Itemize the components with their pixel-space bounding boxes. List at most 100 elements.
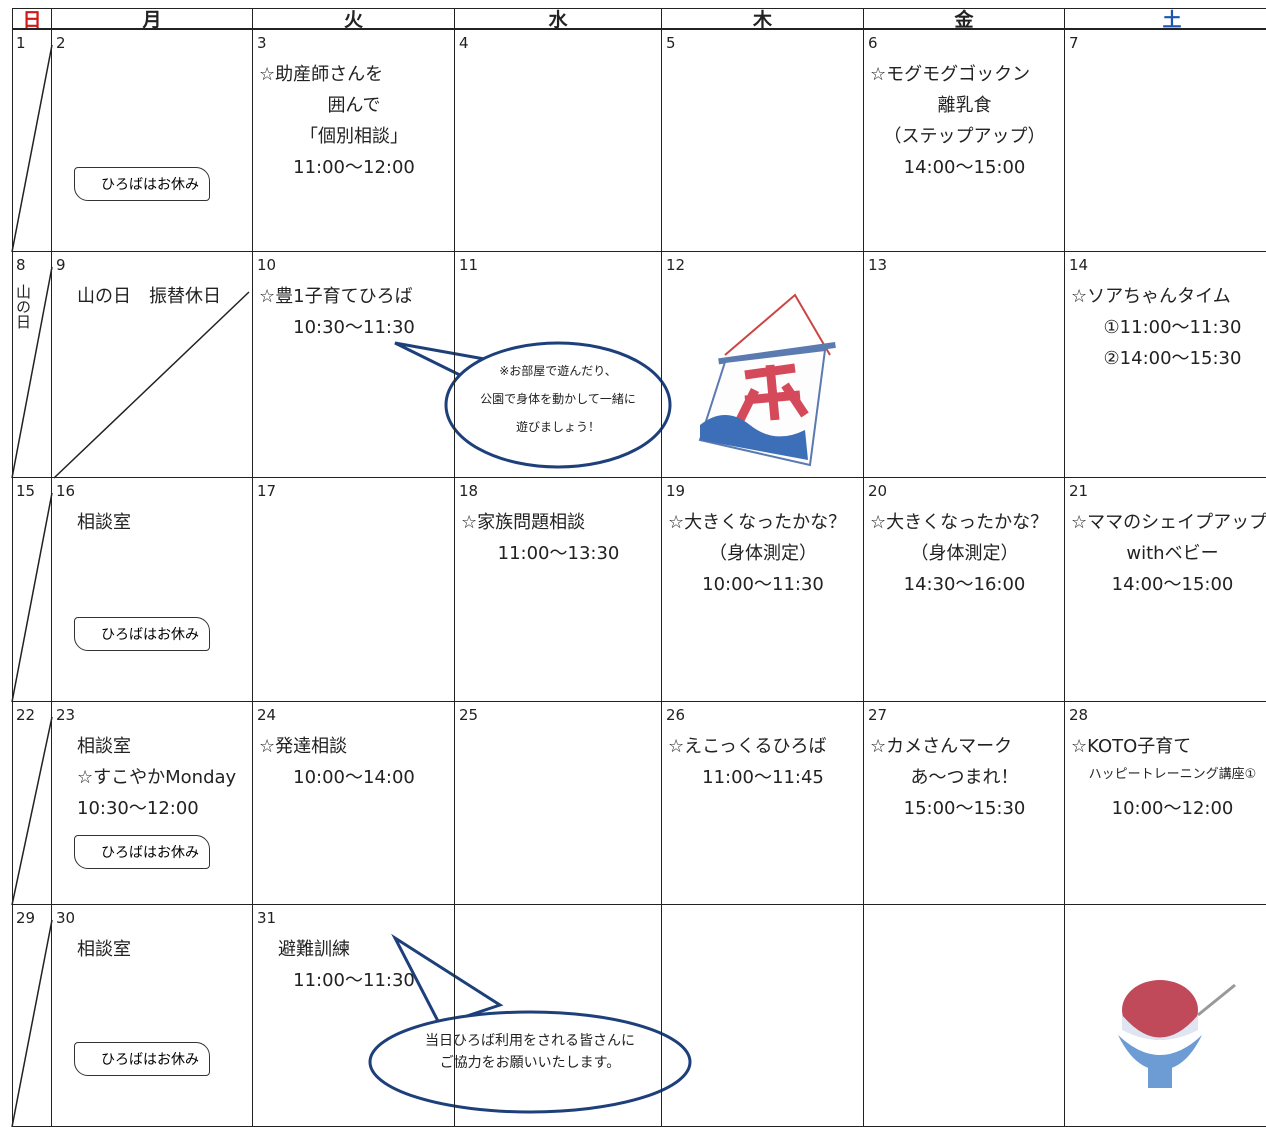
event-text: 14:00～15:00 xyxy=(1111,574,1234,595)
date-number: 9 xyxy=(56,256,66,274)
event-text: 「個別相談」 xyxy=(300,126,408,147)
event-text: 11:00～11:30 xyxy=(293,970,415,991)
date-number: 17 xyxy=(257,482,277,500)
event-text: （身体測定） xyxy=(910,543,1019,564)
date-number: 21 xyxy=(1069,482,1089,500)
date-number: 11 xyxy=(459,256,479,274)
day-cell xyxy=(662,905,864,1127)
day-cell xyxy=(662,478,864,702)
closed-ribbon: ひろばはお休み xyxy=(74,167,210,201)
diagonal xyxy=(11,919,53,1127)
date-number: 27 xyxy=(868,706,888,724)
day-header: 木 xyxy=(662,8,864,31)
day-header: 月 xyxy=(52,8,253,31)
date-number: 14 xyxy=(1069,256,1089,274)
event-text: 10:00～14:00 xyxy=(293,767,415,788)
date-number: 25 xyxy=(459,706,479,724)
event-text: ☆すこやかMonday xyxy=(77,767,237,788)
date-number: 16 xyxy=(56,482,76,500)
date-number: 5 xyxy=(666,34,676,52)
event-text: ②14:00～15:30 xyxy=(1103,348,1242,369)
day-cell xyxy=(455,252,662,478)
day-cell xyxy=(253,905,455,1127)
event-text: ☆ママのシェイプアップ xyxy=(1071,512,1266,533)
note-text: 公園で身体を動かして一緒に xyxy=(480,392,636,406)
event-text: 10:30～12:00 xyxy=(77,798,199,819)
date-number: 26 xyxy=(666,706,686,724)
event-text: ☆家族問題相談 xyxy=(461,512,586,533)
date-number: 10 xyxy=(257,256,277,274)
day-cell xyxy=(864,905,1065,1127)
diagonal xyxy=(11,716,53,906)
closed-ribbon: ひろばはお休み xyxy=(74,1042,210,1076)
day-header: 日 xyxy=(12,8,52,31)
shaved-ice-illustration xyxy=(1118,980,1236,1088)
date-number: 6 xyxy=(868,34,878,52)
event-text: 山の日 振替休日 xyxy=(77,286,221,307)
day-cell xyxy=(12,478,52,702)
date-number: 2 xyxy=(56,34,66,52)
date-number: 4 xyxy=(459,34,469,52)
event-text: ☆発達相談 xyxy=(259,736,348,757)
event-text: （身体測定） xyxy=(709,543,817,564)
day-cell xyxy=(662,30,864,252)
holiday-label: 山の日 xyxy=(14,284,32,329)
event-text: ☆助産師さんを xyxy=(259,64,384,85)
date-number: 30 xyxy=(56,909,76,927)
day-cell xyxy=(662,702,864,905)
date-number: 22 xyxy=(16,706,36,724)
event-text: ①11:00～11:30 xyxy=(1103,317,1242,338)
day-header: 水 xyxy=(455,8,662,31)
date-number: 20 xyxy=(868,482,888,500)
date-number: 28 xyxy=(1069,706,1089,724)
event-text: 離乳食 xyxy=(937,95,992,116)
event-text: ☆大きくなったかな？ xyxy=(668,512,847,533)
day-cell xyxy=(52,478,253,702)
day-cell xyxy=(253,30,455,252)
day-cell xyxy=(52,905,253,1127)
closed-ribbon: ひろばはお休み xyxy=(74,617,210,651)
day-cell xyxy=(864,252,1065,478)
day-cell xyxy=(52,252,253,478)
event-text: ☆カメさんマーク xyxy=(870,736,1013,757)
day-cell xyxy=(1065,30,1266,252)
day-header: 土 xyxy=(1065,8,1266,31)
day-cell xyxy=(253,702,455,905)
day-cell xyxy=(12,702,52,905)
event-text: 相談室 xyxy=(77,736,131,757)
day-cell xyxy=(1065,252,1266,478)
date-number: 8 xyxy=(16,256,26,274)
event-text: （ステップアップ） xyxy=(883,126,1046,147)
date-number: 12 xyxy=(666,256,686,274)
event-text: ☆大きくなったかな？ xyxy=(870,512,1049,533)
date-number: 3 xyxy=(257,34,267,52)
event-text: 14:30～16:00 xyxy=(903,574,1026,595)
date-number: 13 xyxy=(868,256,888,274)
event-text: 14:00～15:00 xyxy=(903,157,1026,178)
date-number: 19 xyxy=(666,482,686,500)
event-text: 15:00～15:30 xyxy=(903,798,1026,819)
event-text: ☆えこっくるひろば xyxy=(668,736,827,757)
day-cell xyxy=(253,252,455,478)
diagonal xyxy=(11,266,53,479)
event-text: 11:00～11:45 xyxy=(702,767,824,788)
date-number: 15 xyxy=(16,482,36,500)
event-text: ☆KOTO子育て xyxy=(1071,736,1192,757)
flag-illustration xyxy=(698,293,836,467)
closed-ribbon: ひろばはお休み xyxy=(74,835,210,869)
day-cell xyxy=(455,702,662,905)
event-text: あ～つまれ！ xyxy=(910,767,1019,788)
day-cell xyxy=(864,30,1065,252)
day-cell xyxy=(1065,702,1266,905)
event-text: 11:00～12:00 xyxy=(293,157,415,178)
day-cell xyxy=(455,30,662,252)
day-cell xyxy=(864,478,1065,702)
diagonal xyxy=(53,291,250,479)
diagonal xyxy=(11,44,53,253)
day-cell xyxy=(12,905,52,1127)
day-cell xyxy=(455,478,662,702)
event-text: 避難訓練 xyxy=(278,939,350,960)
event-text: 10:30～11:30 xyxy=(293,317,415,338)
date-number: 29 xyxy=(16,909,36,927)
